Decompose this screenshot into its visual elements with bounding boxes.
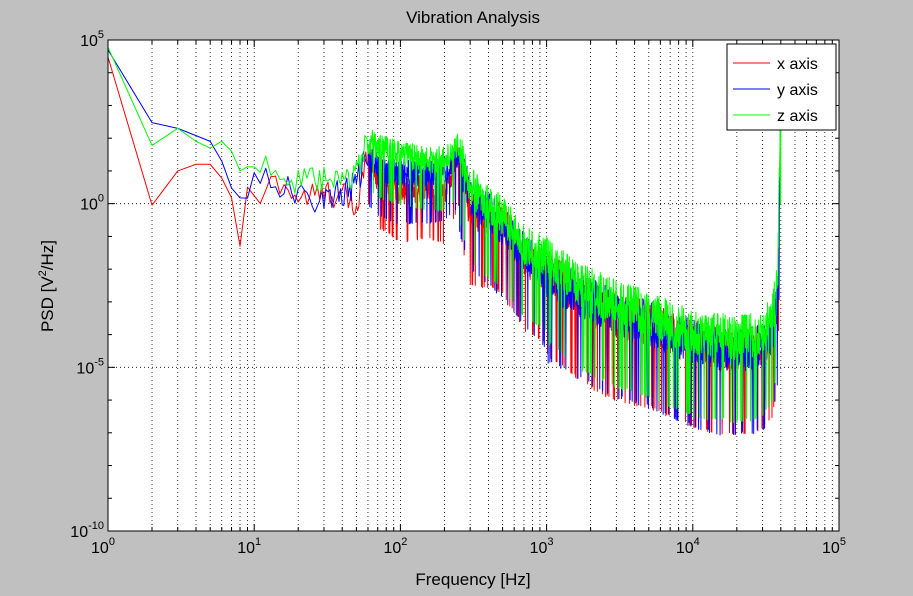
x-axis-label: Frequency [Hz]: [415, 570, 530, 589]
y-tick-label-exp: -10: [88, 520, 104, 532]
y-tick-label-exp: 5: [98, 29, 104, 41]
x-tick-label: 100: [91, 536, 115, 557]
x-tick-label: 102: [383, 536, 407, 557]
series-line-3: [107, 47, 782, 424]
y-tick-label-exp: -5: [94, 356, 104, 368]
tick-marks: [107, 39, 839, 532]
x-tick-label-base: 10: [530, 540, 548, 557]
y-axis-label: PSD [V2/Hz]: [37, 240, 57, 332]
legend-label-1: x axis: [777, 56, 818, 73]
x-tick-label: 101: [237, 536, 261, 557]
legend: x axis y axis z axis: [726, 43, 837, 131]
x-tick-label: 105: [822, 536, 846, 557]
y-tick-label: 10-10: [70, 520, 104, 541]
x-tick-label-base: 10: [383, 540, 401, 557]
y-tick-label-base: 10: [76, 360, 94, 377]
y-tick-label: 100: [80, 193, 104, 214]
plot-area: [108, 40, 839, 531]
y-axis-label-sup: 2: [37, 270, 49, 276]
legend-box: [726, 43, 837, 131]
x-tick-label-exp: 1: [255, 536, 261, 548]
y-tick-label: 10-5: [76, 356, 104, 377]
y-tick-label-base: 10: [70, 524, 88, 541]
y-tick-label-exp: 0: [98, 193, 104, 205]
y-axis-label-tail: /Hz]: [38, 240, 57, 270]
plot-frame: [107, 39, 840, 532]
x-tick-label-base: 10: [91, 540, 109, 557]
series-layer: [107, 47, 782, 436]
y-tick-label: 105: [80, 29, 104, 50]
x-tick-label-exp: 5: [840, 536, 846, 548]
y-tick-label-base: 10: [80, 33, 98, 50]
x-tick-label-base: 10: [822, 540, 840, 557]
legend-label-3: z axis: [777, 108, 818, 125]
x-tick-label-base: 10: [237, 540, 255, 557]
x-tick-label-exp: 4: [694, 536, 700, 548]
legend-label-2: y axis: [777, 82, 818, 99]
chart-title: Vibration Analysis: [406, 8, 540, 27]
x-tick-label-base: 10: [676, 540, 694, 557]
x-tick-label: 104: [676, 536, 700, 557]
y-axis-label-main: PSD [V: [38, 276, 57, 332]
x-tick-label-exp: 0: [109, 536, 115, 548]
x-tick-label-exp: 3: [547, 536, 553, 548]
x-tick-label-exp: 2: [401, 536, 407, 548]
x-tick-label: 103: [530, 536, 554, 557]
y-tick-label-base: 10: [80, 197, 98, 214]
